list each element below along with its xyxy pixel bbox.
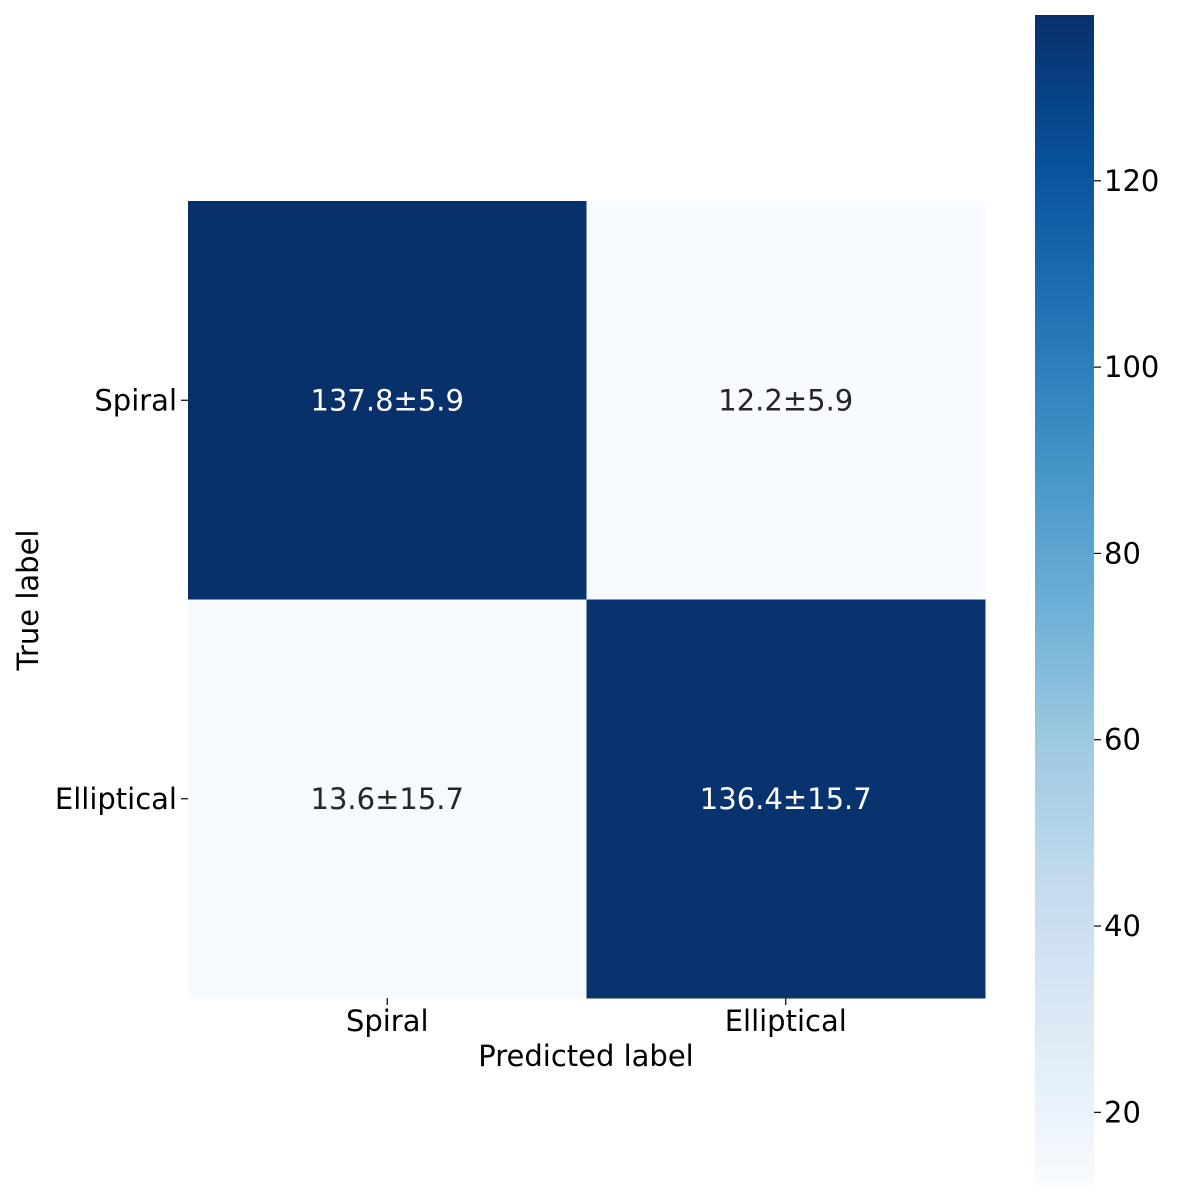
heatmap-cell-0-1 bbox=[586, 201, 986, 600]
heatmap-cell-1-0 bbox=[188, 599, 587, 999]
colorbar-tick-label-5: 120 bbox=[1104, 164, 1159, 198]
x-tick-label-0: Spiral bbox=[346, 1004, 429, 1038]
cell-label-1-1: 136.4±15.7 bbox=[700, 782, 872, 816]
colorbar-ticks: 20 40 60 80 100 120 bbox=[1094, 164, 1159, 1129]
cell-label-0-1: 12.2±5.9 bbox=[718, 383, 853, 417]
x-tick-label-1: Elliptical bbox=[725, 1004, 847, 1038]
colorbar-tick-label-0: 20 bbox=[1104, 1095, 1141, 1129]
heatmap-cell-0-0 bbox=[188, 201, 587, 600]
colorbar-tick-label-1: 40 bbox=[1104, 909, 1141, 943]
colorbar-tick-label-4: 100 bbox=[1104, 350, 1159, 384]
heatmap-cell-1-1 bbox=[586, 599, 986, 999]
heatmap-cell-labels: 137.8±5.9 12.2±5.9 13.6±15.7 136.4±15.7 bbox=[311, 383, 872, 816]
x-axis-label: Predicted label bbox=[478, 1039, 694, 1073]
colorbar bbox=[1035, 15, 1094, 1185]
y-axis-label: True label bbox=[11, 530, 45, 672]
cell-label-0-0: 137.8±5.9 bbox=[311, 383, 464, 417]
y-tick-label-1: Elliptical bbox=[55, 782, 177, 816]
y-axis: Spiral Elliptical bbox=[55, 383, 188, 816]
colorbar-tick-label-3: 80 bbox=[1104, 536, 1141, 570]
x-axis: Spiral Elliptical bbox=[346, 998, 847, 1038]
heatmap-cells bbox=[188, 201, 986, 999]
y-tick-label-0: Spiral bbox=[94, 383, 177, 417]
colorbar-tick-label-2: 60 bbox=[1104, 723, 1141, 757]
cell-label-1-0: 13.6±15.7 bbox=[311, 782, 464, 816]
